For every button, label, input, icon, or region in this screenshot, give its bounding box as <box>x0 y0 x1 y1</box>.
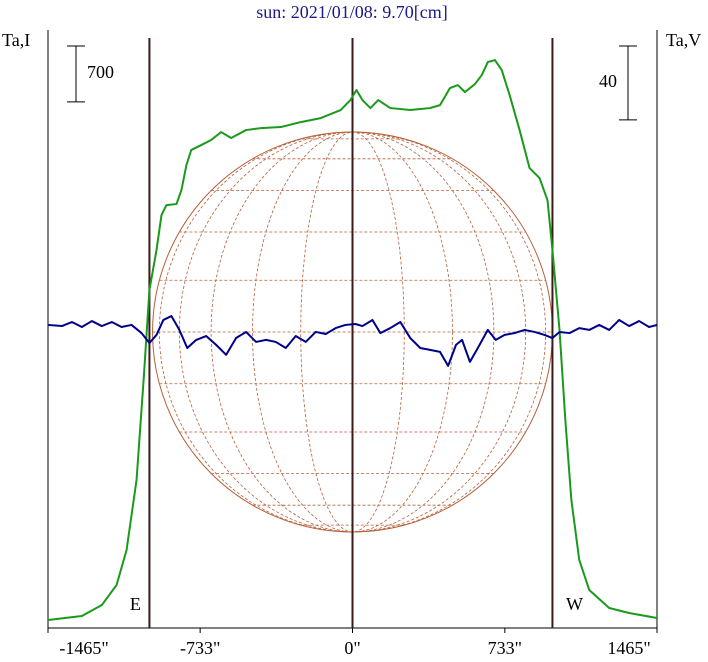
y2-axis-label: Ta,V <box>666 30 701 50</box>
x-tick-label: -1465" <box>59 638 108 658</box>
scale-label: 40 <box>599 71 617 91</box>
x-tick-label: 1465" <box>607 638 650 658</box>
x-tick-label: 733" <box>488 638 522 658</box>
y-axis-label: Ta,I <box>2 30 30 50</box>
data-line <box>47 315 658 367</box>
x-tick-label: -733" <box>180 638 220 658</box>
x-tick-label: 0" <box>344 638 360 658</box>
data-line <box>47 59 658 622</box>
scale-label: 700 <box>87 62 114 82</box>
limb-label: W <box>566 594 583 614</box>
chart-title: sun: 2021/01/08: 9.70[cm] <box>256 2 448 22</box>
limb-label: E <box>130 594 141 614</box>
